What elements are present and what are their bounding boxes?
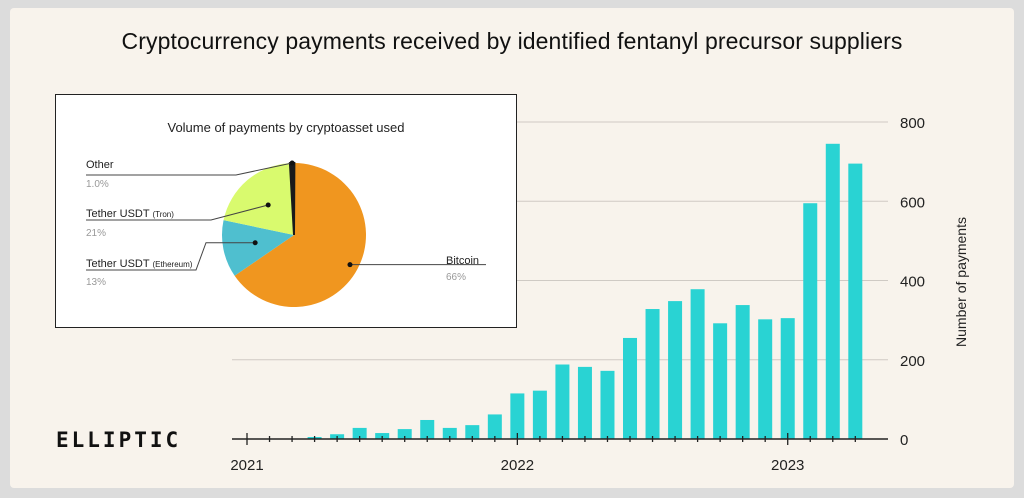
y-tick-label: 600 [900, 194, 925, 211]
y-tick-label: 200 [900, 353, 925, 370]
bar [487, 414, 502, 439]
elliptic-logo: ELLIPTIC [56, 428, 182, 452]
y-tick-label: 400 [900, 274, 925, 291]
pie-slice-bitcoin [234, 163, 366, 307]
leader-line-tron [86, 204, 269, 221]
pie-title: Volume of payments by cryptoasset used [167, 120, 405, 135]
leader-dot-other [289, 160, 295, 166]
pie-slice-tron [223, 163, 294, 235]
pie-inset-panel: Volume of payments by cryptoasset used O… [55, 94, 517, 328]
leader-line-ethereum [86, 242, 256, 271]
bar [780, 318, 795, 439]
bar [352, 427, 367, 439]
bar [668, 301, 683, 439]
pie-pct-ethereum: 13% [86, 277, 107, 288]
pie-label-other: Other [86, 159, 114, 171]
bar [623, 337, 638, 439]
pie-pct-bitcoin: 66% [446, 272, 467, 283]
bar [420, 419, 435, 439]
y-tick-label: 0 [900, 432, 908, 449]
x-tick-label: 2021 [230, 457, 263, 474]
leader-dot-ethereum [252, 240, 258, 246]
bar [510, 393, 525, 439]
bar [690, 289, 705, 439]
x-tick-label: 2022 [501, 457, 534, 474]
x-tick-label: 2023 [771, 457, 804, 474]
pie-slice-ethereum [222, 220, 294, 276]
bar [825, 143, 840, 439]
bar [465, 425, 480, 439]
pie-pct-other: 1.0% [86, 179, 109, 190]
bar [645, 309, 660, 439]
bar [397, 429, 412, 439]
leader-line-other [86, 162, 293, 176]
bar [600, 370, 615, 439]
pie-chart [86, 160, 486, 307]
y-tick-label: 800 [900, 115, 925, 132]
bar [555, 364, 570, 439]
bar [442, 427, 457, 439]
pie-label-bitcoin: Bitcoin [446, 255, 480, 267]
bar [713, 323, 728, 439]
leader-dot-tron [265, 202, 271, 208]
leader-dot-bitcoin [347, 262, 353, 268]
bar [577, 366, 592, 439]
bar [848, 163, 863, 439]
bar [803, 203, 818, 439]
pie-label-ethereum: Tether USDT (Ethereum) [86, 258, 193, 270]
y-axis-title: Number of payments [953, 217, 969, 347]
page-title: Cryptocurrency payments received by iden… [121, 28, 903, 54]
bar [758, 319, 773, 439]
pie-label-tron: Tether USDT (Tron) [86, 208, 174, 220]
pie-pct-tron: 21% [86, 228, 107, 239]
bar [532, 390, 547, 439]
bar [735, 305, 750, 439]
